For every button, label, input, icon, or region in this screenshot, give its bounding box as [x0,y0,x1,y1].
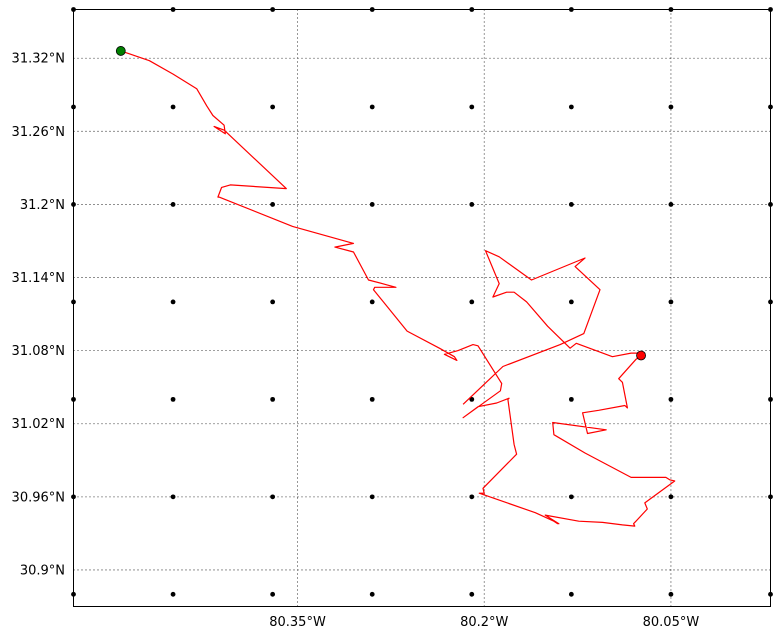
grid-dot [369,202,375,207]
grid-dot [270,591,276,597]
lat-tick-label: 31.2°N [20,198,65,213]
dot-grid [71,7,773,597]
lat-tick-label: 30.96°N [12,490,65,505]
grid-dot [270,396,276,402]
start-marker [115,46,126,56]
grid-dot [668,396,674,402]
grid-dot [668,104,674,110]
gridlines [73,9,771,607]
grid-dot [369,104,375,110]
grid-dot [568,299,574,305]
lat-tick-label: 31.32°N [12,52,65,67]
track-layer [120,50,676,527]
grid-dot [469,202,475,207]
lat-tick-label: 31.26°N [12,125,65,140]
lat-tick-label: 31.02°N [12,417,65,432]
grid-dot [469,591,475,597]
lon-tick-label: 80.2°W [460,615,508,630]
grid-dot [568,202,574,207]
lat-tick-label: 30.9°N [20,563,65,578]
grid-dot [270,299,276,305]
grid-dot [170,104,176,110]
grid-dot [369,494,375,500]
grid-dot [668,299,674,305]
lat-tick-label: 31.08°N [12,344,65,359]
plot-frame [73,9,771,607]
grid-dot [568,104,574,110]
grid-dot [568,591,574,597]
end-marker [636,350,646,361]
grid-dot [469,104,475,110]
grid-dot [170,591,176,597]
grid-dot [469,396,475,402]
grid-dot [170,202,176,207]
grid-dot [170,396,176,402]
grid-dot [568,494,574,500]
lon-tick-label: 80.35°W [269,615,326,630]
grid-dot [469,494,475,500]
grid-dot [170,299,176,305]
grid-dot [369,396,375,402]
grid-dot [270,104,276,110]
grid-dot [469,299,475,305]
grid-dot [369,299,375,305]
latitude-ticks: 31.32°N 31.26°N 31.2°N 31.14°N 31.08°N 31.02°… [12,52,65,579]
grid-dot [270,202,276,207]
grid-dot [270,494,276,500]
grid-dot [568,396,574,402]
grid-dot [668,591,674,597]
track-line [120,50,676,527]
grid-dot [668,494,674,500]
grid-dot [170,494,176,500]
lat-tick-label: 31.14°N [12,271,65,286]
grid-dot [668,202,674,207]
lon-tick-label: 80.05°W [643,615,700,630]
marker-layer [115,46,646,361]
longitude-ticks: 80.35°W 80.2°W 80.05°W [269,615,699,630]
grid-dot [369,591,375,597]
